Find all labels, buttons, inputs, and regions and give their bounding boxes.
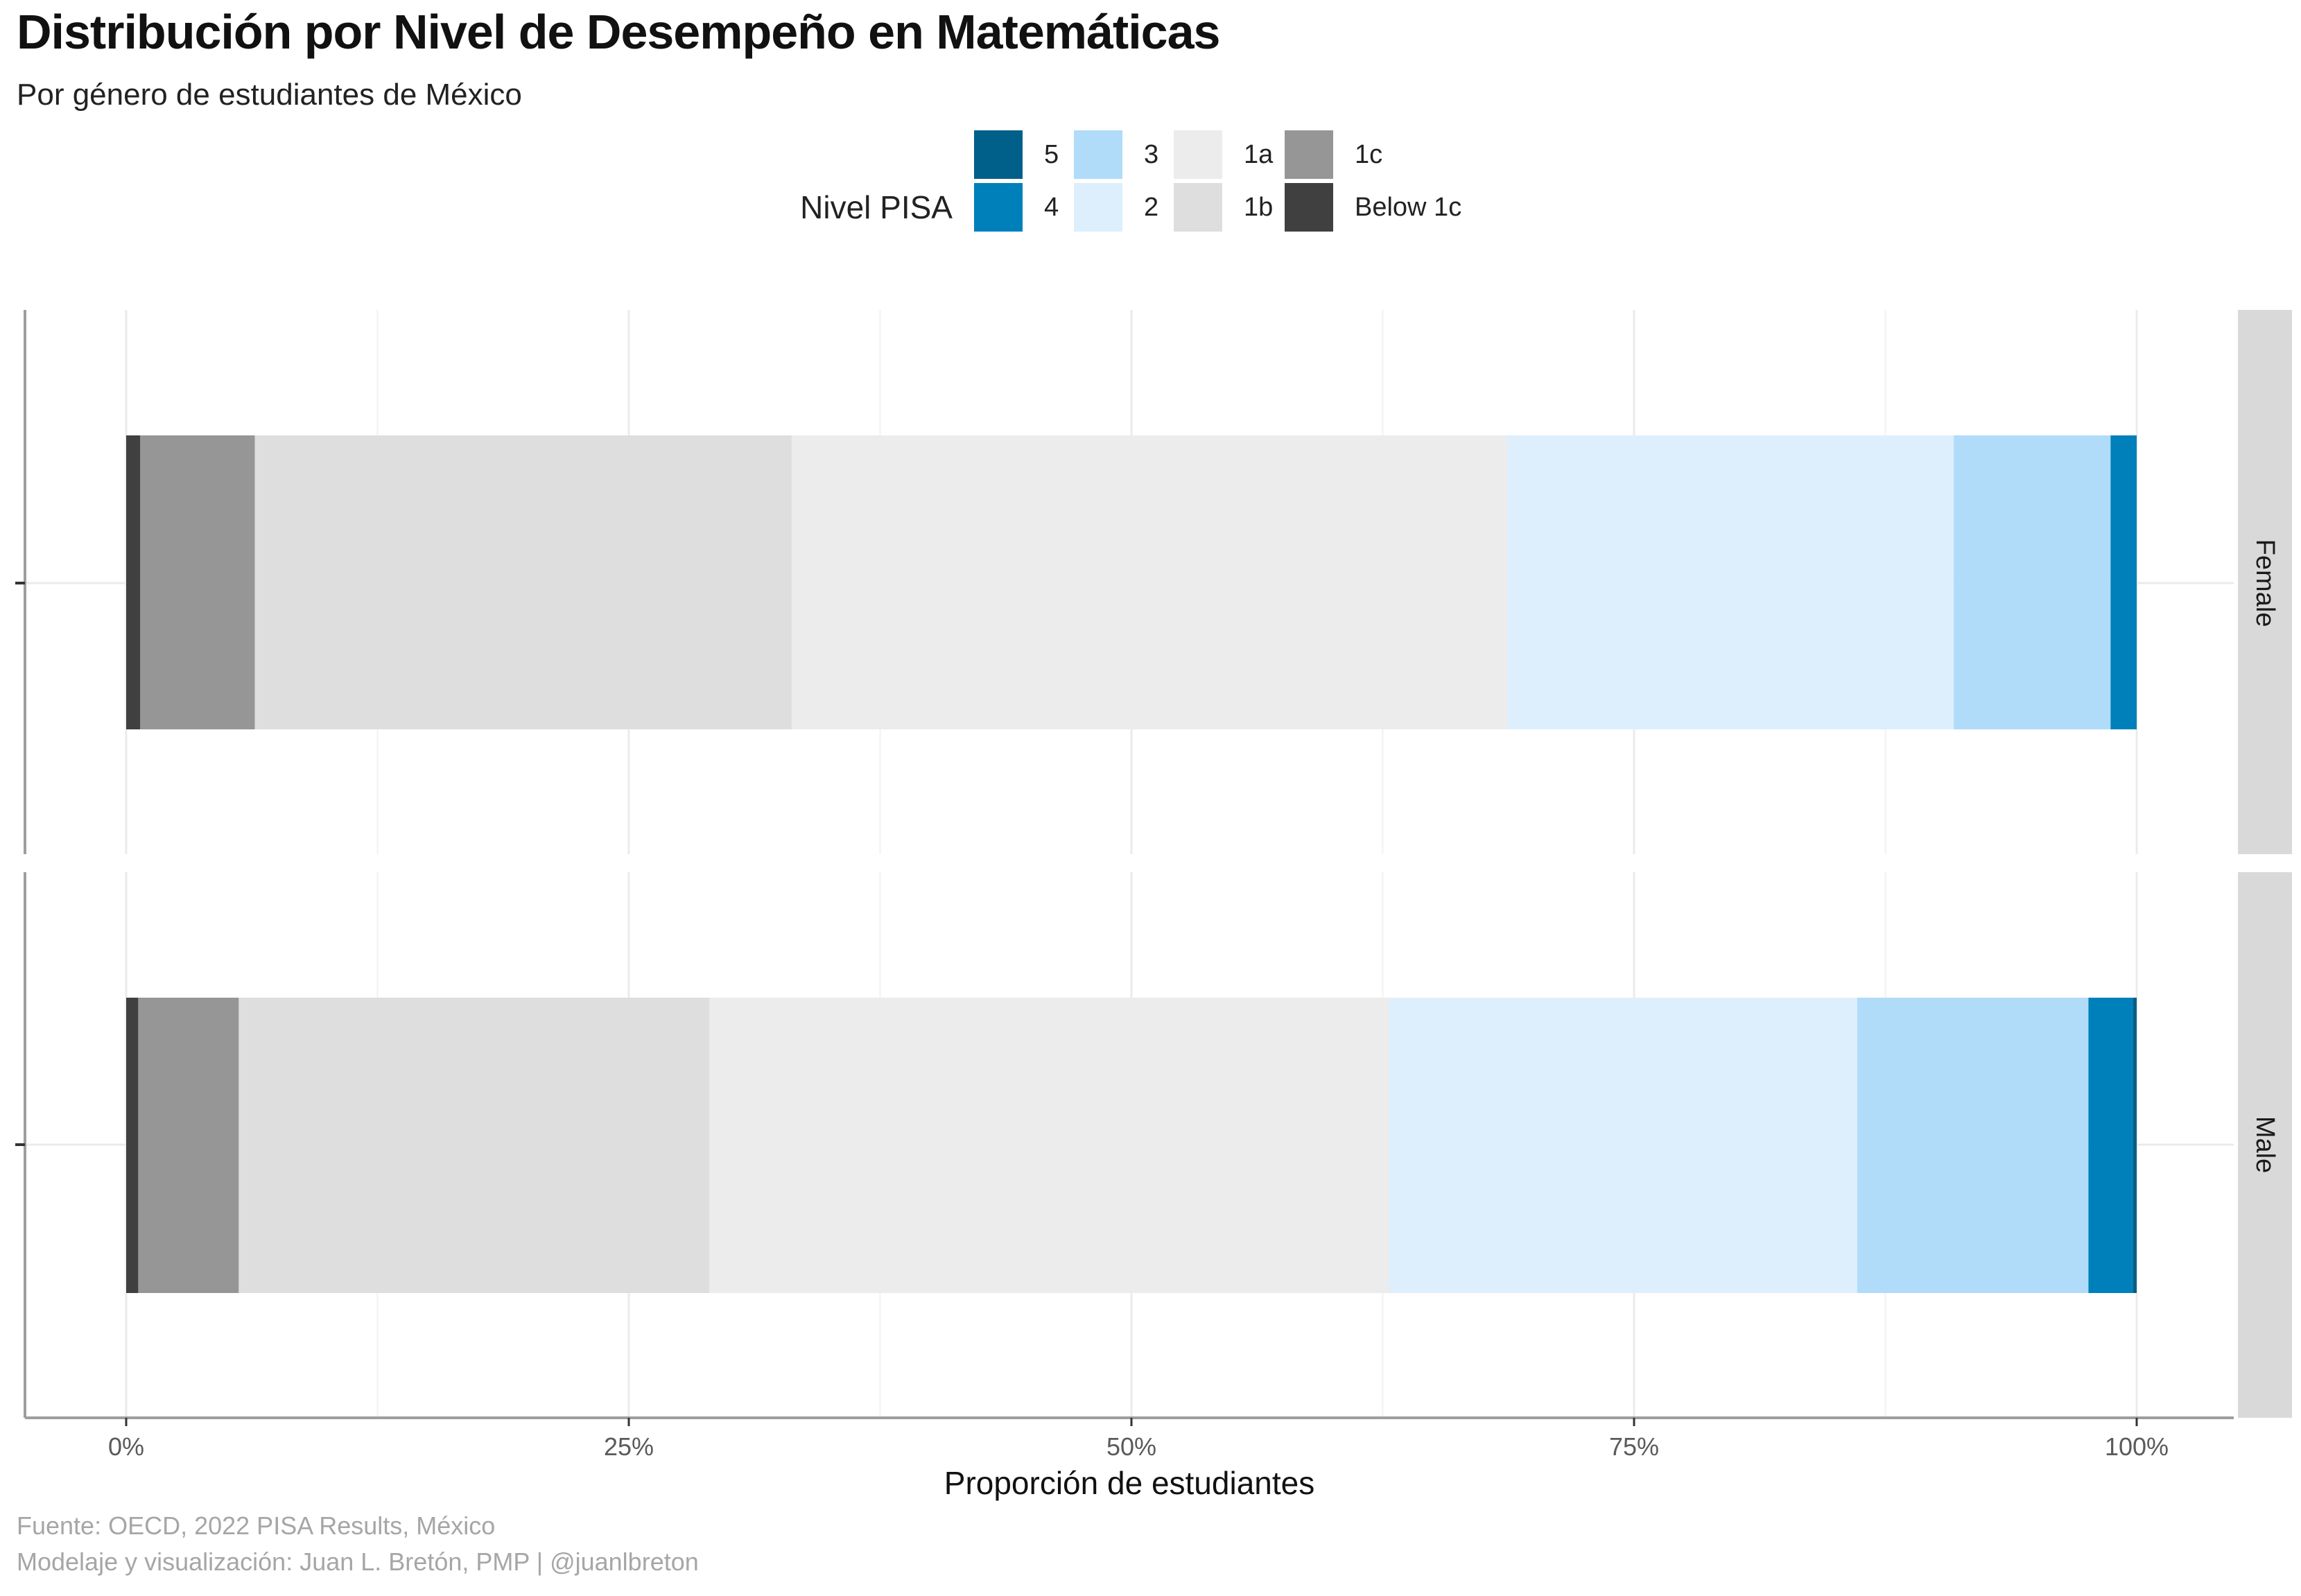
bar-segment-female-below-1c <box>126 435 141 729</box>
bar-segment-female-2 <box>1507 435 1954 729</box>
bar-segment-male-2 <box>1389 998 1857 1293</box>
legend-swatch-2 <box>1073 182 1124 233</box>
legend-swatch-1c <box>1283 129 1335 180</box>
legend-swatch-1b <box>1172 182 1224 233</box>
legend-title: Nivel PISA <box>800 189 953 225</box>
bar-segment-female-1a <box>791 435 1508 729</box>
bar-segment-female-1b <box>254 435 792 729</box>
chart-subtitle: Por género de estudiantes de México <box>17 78 522 112</box>
legend-swatch-below-1c <box>1283 182 1335 233</box>
legend-label-1c: 1c <box>1355 140 1382 169</box>
legend-swatch-3 <box>1073 129 1124 180</box>
facet-label-male: Male <box>2250 1116 2280 1173</box>
facet-strip <box>2238 872 2292 1418</box>
bar-segment-female-3 <box>1954 435 2111 729</box>
bar-segment-male-4 <box>2088 998 2133 1293</box>
bar-segment-male-1c <box>138 998 239 1293</box>
legend-swatch-4 <box>973 182 1024 233</box>
caption-source: Fuente: OECD, 2022 PISA Results, México <box>17 1511 496 1540</box>
legend-label-2: 2 <box>1144 193 1158 222</box>
x-tick-label: 50% <box>1106 1432 1156 1461</box>
x-tick-label: 0% <box>108 1432 144 1461</box>
x-tick-label: 100% <box>2105 1432 2169 1461</box>
legend-label-1a: 1a <box>1244 140 1274 169</box>
legend-label-below-1c: Below 1c <box>1355 193 1461 222</box>
facet-strip <box>2238 310 2292 854</box>
facet-label-female: Female <box>2250 539 2280 627</box>
bar-segment-male-3 <box>1857 998 2089 1293</box>
legend-swatch-5 <box>973 129 1024 180</box>
legend-label-3: 3 <box>1144 140 1158 169</box>
bar-segment-male-1b <box>238 998 709 1293</box>
bar-segment-male-1a <box>709 998 1389 1293</box>
bar-segment-female-4 <box>2110 435 2137 729</box>
caption-credit: Modelaje y visualización: Juan L. Bretón… <box>17 1547 699 1576</box>
bar-segment-female-1c <box>140 435 255 729</box>
chart-title: Distribución por Nivel de Desempeño en M… <box>17 5 1220 59</box>
bar-segment-male-5 <box>2133 998 2137 1293</box>
x-tick-label: 25% <box>604 1432 654 1461</box>
legend-label-5: 5 <box>1044 140 1059 169</box>
legend-label-1b: 1b <box>1244 193 1273 222</box>
legend-label-4: 4 <box>1044 193 1059 222</box>
x-tick-label: 75% <box>1609 1432 1659 1461</box>
x-axis-title: Proporción de estudiantes <box>944 1465 1314 1501</box>
legend-swatch-1a <box>1172 129 1224 180</box>
bar-segment-male-below-1c <box>126 998 139 1293</box>
